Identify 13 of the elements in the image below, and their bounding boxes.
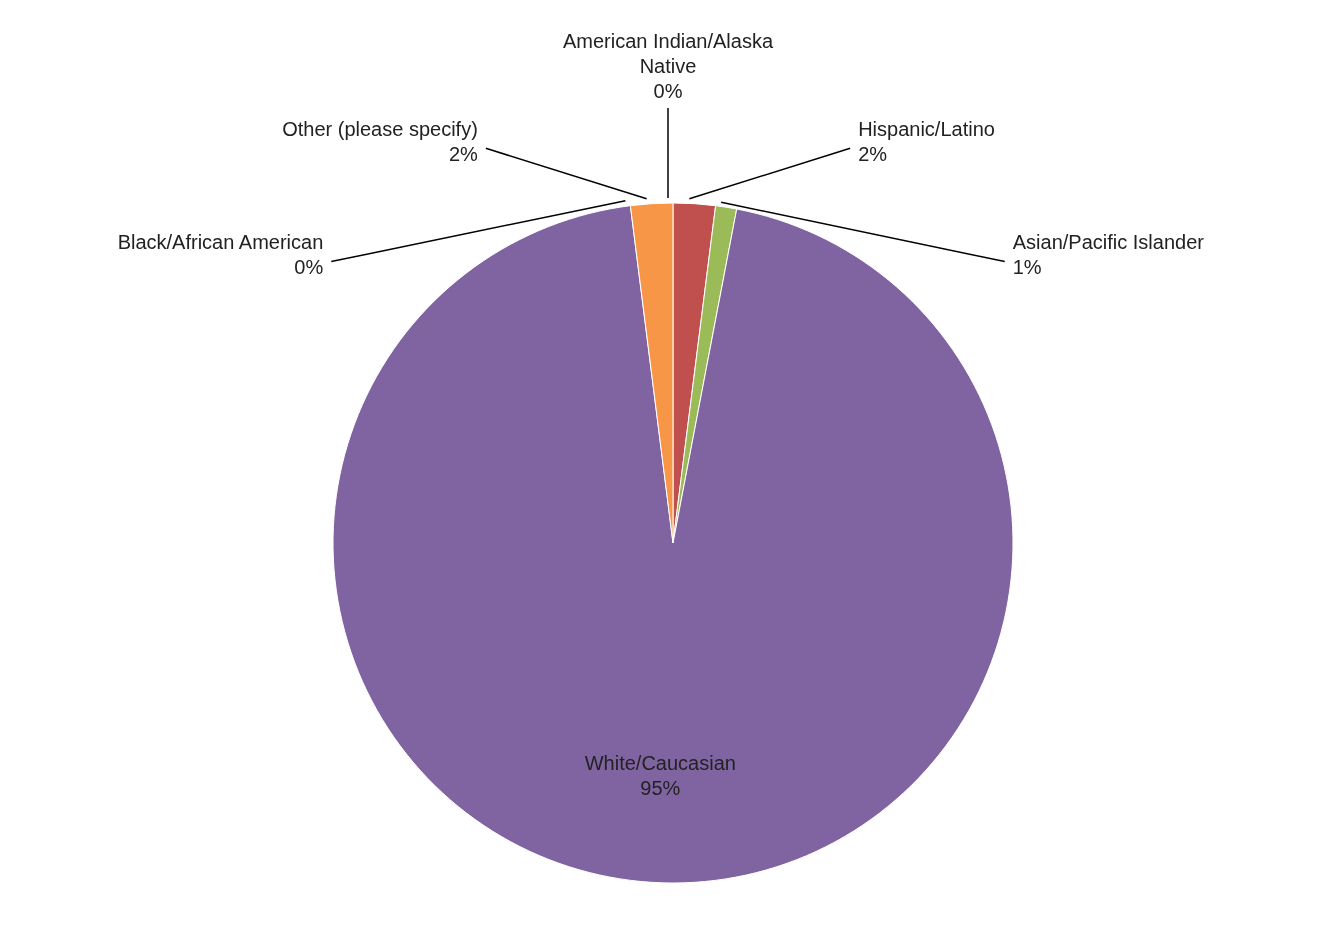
text: 0% <box>294 256 324 279</box>
data-label: 1% <box>1012 256 1042 279</box>
data-label: 2% <box>858 142 888 165</box>
slice-label: White/Caucasian <box>584 752 736 775</box>
data-label: 2% <box>448 142 479 165</box>
pie-slice <box>332 205 1014 884</box>
category-label: American Indian/Alaska Native <box>562 30 774 77</box>
slice-label: Asian/Pacific Islander <box>1012 231 1205 254</box>
data-label: 95% <box>640 777 681 800</box>
text: 0% <box>653 80 683 102</box>
category-label: Black/African American <box>117 231 324 254</box>
slice-label: Hispanic/Latino <box>858 117 995 140</box>
slice-label: Other (please specify) <box>282 117 478 140</box>
